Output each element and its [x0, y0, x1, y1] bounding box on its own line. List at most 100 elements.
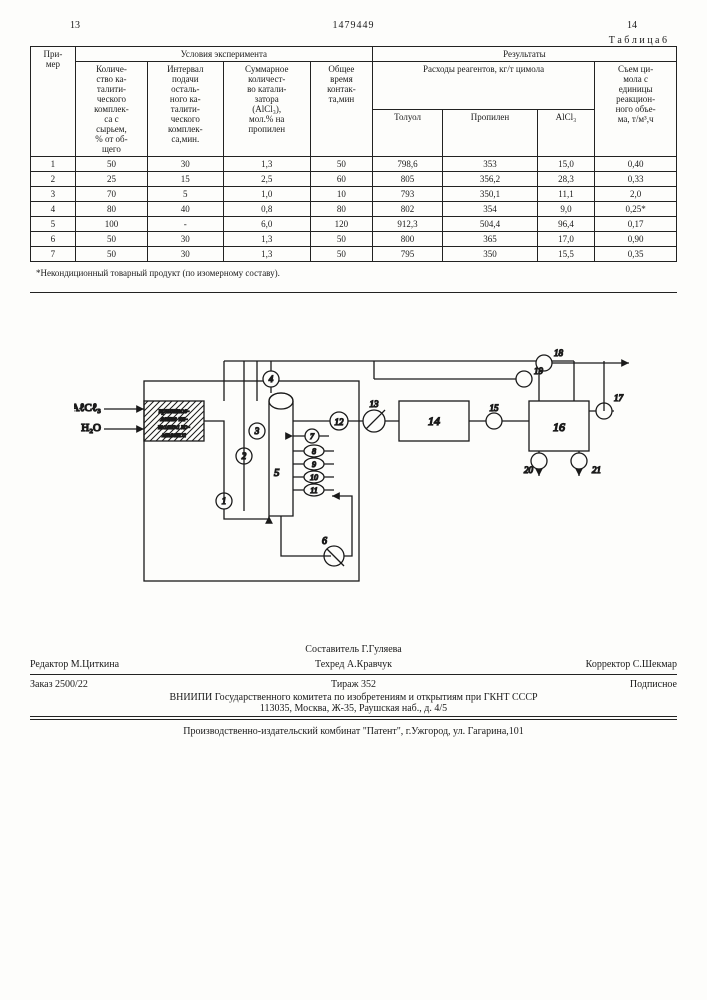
table-cell: 9,0 [537, 202, 595, 217]
table-cell: 50 [75, 247, 147, 262]
table-cell: 0,25* [595, 202, 677, 217]
table-cell: 30 [148, 247, 223, 262]
table-cell: 25 [75, 172, 147, 187]
table-cell: 1,0 [223, 187, 311, 202]
table-cell: 6 [31, 232, 76, 247]
table-cell: 28,3 [537, 172, 595, 187]
divider [30, 292, 677, 293]
table-cell: 2,0 [595, 187, 677, 202]
table-cell: 2 [31, 172, 76, 187]
table-cell: 15,0 [537, 157, 595, 172]
table-cell: 1,3 [223, 247, 311, 262]
col-c4: Общеевремяконтак-та,мин [311, 62, 373, 157]
svg-text:11: 11 [310, 486, 317, 495]
table-cell: 50 [75, 157, 147, 172]
table-cell: 17,0 [537, 232, 595, 247]
subscription: Подписное [464, 679, 678, 690]
table-cell: 353 [443, 157, 537, 172]
table-cell: 354 [443, 202, 537, 217]
table-cell: 793 [372, 187, 442, 202]
page-left: 13 [70, 20, 80, 31]
table-cell: 120 [311, 217, 373, 232]
col-reagents: Расходы реагентов, кг/т цимола [372, 62, 594, 110]
svg-text:9: 9 [312, 460, 316, 469]
tiraj: Тираж 352 [244, 679, 464, 690]
svg-text:1: 1 [221, 496, 226, 506]
table-cell: - [148, 217, 223, 232]
table-row: 480400,8808023549,00,25* [31, 202, 677, 217]
table-cell: 80 [311, 202, 373, 217]
svg-text:тализа ко-: тализа ко- [157, 423, 190, 431]
table-row: 750301,35079535015,50,35 [31, 247, 677, 262]
svg-text:2: 2 [241, 451, 246, 461]
svg-text:10: 10 [310, 473, 318, 482]
table-cell: 100 [75, 217, 147, 232]
table-cell: 15,5 [537, 247, 595, 262]
svg-text:3: 3 [253, 426, 259, 436]
table-cell: 50 [311, 157, 373, 172]
col-c1: Количе-ство ка-талити-ческогокомплек-са … [75, 62, 147, 157]
table-cell: 30 [148, 232, 223, 247]
table-cell: 912,3 [372, 217, 442, 232]
table-cell: 365 [443, 232, 537, 247]
composer: Составитель Г.Гуляева [244, 644, 464, 655]
table-cell: 15 [148, 172, 223, 187]
table-body: 150301,350798,635315,00,40225152,5608053… [31, 157, 677, 262]
credits-block: Составитель Г.Гуляева Редактор М.Циткина… [30, 642, 677, 737]
table-cell: 4 [31, 202, 76, 217]
table-cell: 7 [31, 247, 76, 262]
col-c5: Толуол [372, 109, 442, 157]
table-cell: 5 [148, 187, 223, 202]
col-c7: AlCl₃ [537, 109, 595, 157]
table-cell: 80 [75, 202, 147, 217]
techred: Техред А.Кравчук [244, 659, 464, 670]
table-row: 225152,560805356,228,30,33 [31, 172, 677, 187]
corrector: Корректор С.Шекмар [464, 659, 678, 670]
table-cell: 5 [31, 217, 76, 232]
table-cell: 60 [311, 172, 373, 187]
svg-text:15: 15 [489, 403, 499, 413]
table-head: При-мер Условия эксперимента Результаты … [31, 47, 677, 157]
svg-text:мплекса: мплекса [161, 431, 186, 439]
col-c3: Суммарноеколичест-во катали-затора(AlCl₃… [223, 62, 311, 157]
svg-text:20: 20 [524, 465, 534, 475]
process-diagram: пригитов- ление ка- тализа ко- мплекса A… [30, 301, 677, 624]
org-line2: 113035, Москва, Ж-35, Раушская наб., д. … [30, 703, 677, 714]
table-cell: 1,3 [223, 157, 311, 172]
org-line3: Производственно-издательский комбинат "П… [30, 726, 677, 737]
group-results: Результаты [372, 47, 676, 62]
svg-text:14: 14 [428, 414, 440, 428]
table-row: 5100-6,0120912,3504,496,40,17 [31, 217, 677, 232]
svg-text:13: 13 [369, 399, 379, 409]
table-cell: 0,17 [595, 217, 677, 232]
table-cell: 0,40 [595, 157, 677, 172]
org-line1: ВНИИПИ Государственного комитета по изоб… [30, 692, 677, 703]
table-cell: 70 [75, 187, 147, 202]
table-label: Т а б л и ц а 6 [30, 35, 677, 46]
col-c8: Съем ци-мола сединицыреакцион-ного объе-… [595, 62, 677, 157]
table-cell: 50 [311, 247, 373, 262]
col-c2: Интервалподачиосталь-ного ка-талити-ческ… [148, 62, 223, 157]
group-conditions: Условия эксперимента [75, 47, 372, 62]
table-cell: 96,4 [537, 217, 595, 232]
table-cell: 6,0 [223, 217, 311, 232]
table-cell: 30 [148, 157, 223, 172]
table-cell: 0,8 [223, 202, 311, 217]
svg-text:17: 17 [614, 393, 624, 403]
results-table: При-мер Условия эксперимента Результаты … [30, 46, 677, 262]
table-cell: 3 [31, 187, 76, 202]
col-c6: Пропилен [443, 109, 537, 157]
svg-text:12: 12 [334, 417, 344, 427]
table-cell: 0,35 [595, 247, 677, 262]
table-cell: 350 [443, 247, 537, 262]
svg-text:6: 6 [322, 536, 327, 547]
table-cell: 50 [311, 232, 373, 247]
table-cell: 805 [372, 172, 442, 187]
table-cell: 504,4 [443, 217, 537, 232]
table-cell: 795 [372, 247, 442, 262]
table-cell: 11,1 [537, 187, 595, 202]
table-cell: 0,33 [595, 172, 677, 187]
table-cell: 802 [372, 202, 442, 217]
table-cell: 1,3 [223, 232, 311, 247]
svg-text:4: 4 [268, 374, 273, 384]
